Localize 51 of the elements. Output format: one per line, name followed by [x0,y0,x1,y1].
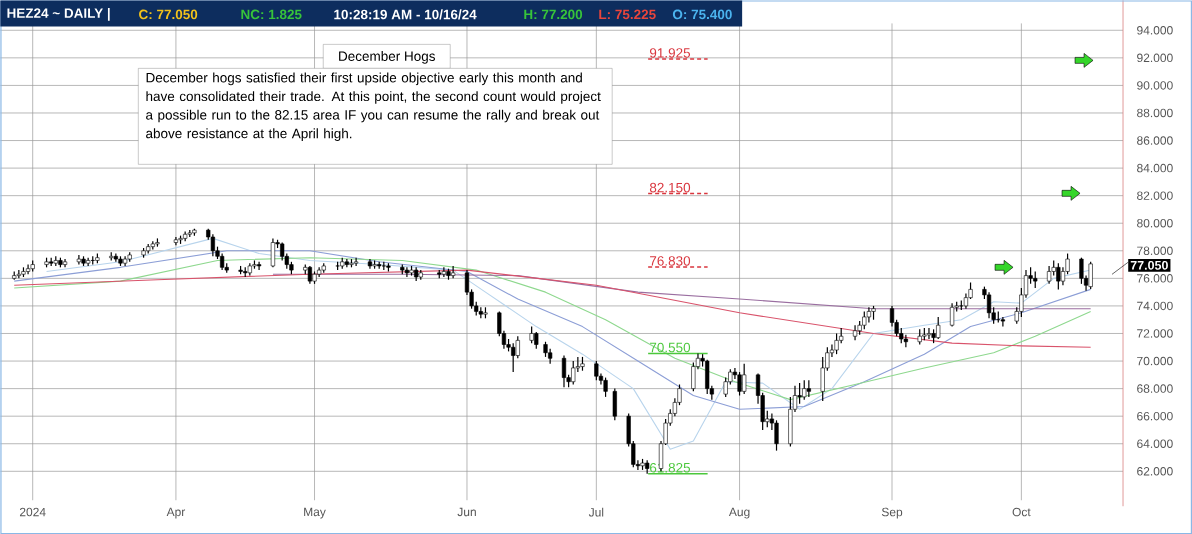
x-tick-label: Jul [588,507,604,517]
x-tick-label: Aug [728,507,750,519]
text: 77.050 [1130,260,1168,270]
candlestick [594,360,599,381]
annotation: December hogs satisfied their first upside objective early this month and have consolidated their trade. At this point, the second count would project a possible run to the 82.15 area IF you can resume the rally and break out above resistance at the April high. [146,72,601,141]
y-tick-label: 92.000 [1137,53,1173,62]
y-tick-label: 88.000 [1137,108,1173,118]
ref-line-label: 82.150 [649,182,691,193]
y-tick-label: 78.000 [1137,246,1173,255]
annotation: December Hogs [339,50,435,64]
y-tick-label: 64.000 [1137,439,1173,448]
candlestick [256,261,262,271]
text: L: 75.225 [599,9,656,20]
ref-line-label: 70.550 [650,342,691,353]
candlestick [404,266,410,278]
candlestick [949,302,955,328]
candlestick [561,354,567,388]
candlestick [806,379,811,398]
x-tick-label: Oct [1012,507,1031,517]
text: H: 77.200 [524,9,583,20]
ref-line-label: 91.925 [649,48,691,58]
text: O: 75.400 [672,9,732,20]
candlestick [603,376,608,398]
candlestick [986,291,992,319]
chart-title: HEZ24 ~ DAILY | [7,7,110,21]
candlestick [1088,261,1093,290]
y-tick-label: 70.000 [1137,356,1173,366]
y-tick-label: 74.000 [1137,301,1173,311]
x-tick-label: Sep [881,507,903,519]
ref-line-label: 76.830 [650,256,691,266]
x-tick-label: Jun [457,507,476,517]
y-tick-label: 82.000 [1137,191,1173,200]
x-tick-label: May [304,507,326,519]
y-tick-label: 84.000 [1137,163,1173,173]
y-tick-label: 72.000 [1137,329,1173,338]
text: 10:28:19 AM - 10/16/24 [334,9,477,20]
y-tick-label: 76.000 [1137,274,1173,283]
text: NC: 1.825 [241,9,302,20]
y-tick-label: 80.000 [1137,218,1173,228]
candlestick [926,327,932,340]
x-tick-label: Apr [166,507,186,519]
text: C: 77.050 [139,9,198,20]
ref-line-label: 61.825 [650,462,691,473]
y-tick-label: 94.000 [1137,25,1173,35]
y-tick-label: 62.000 [1137,466,1173,476]
y-tick-label: 90.000 [1137,81,1173,90]
y-tick-label: 86.000 [1137,136,1173,145]
x-tick-label: 2024 [19,507,46,517]
y-tick-label: 66.000 [1137,411,1173,421]
y-tick-label: 68.000 [1137,384,1173,393]
candlestick [270,237,276,268]
